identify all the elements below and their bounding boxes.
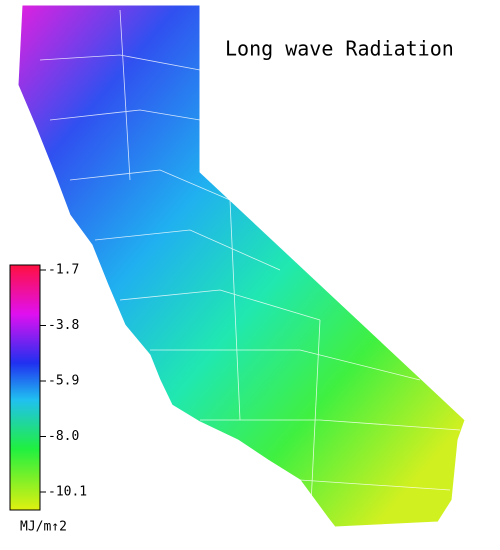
california-map <box>17 4 466 528</box>
colorbar-tick-label: -1.7 <box>48 263 79 278</box>
county-lines <box>39 9 461 526</box>
colorbar-tick-label: -8.0 <box>48 429 79 444</box>
colorbar <box>9 264 41 511</box>
colorbar-tick-label: -3.8 <box>48 318 79 333</box>
colorbar-axis: -1.7 -3.8 -5.9 -8.0 -10.1 <box>40 263 87 500</box>
colorbar-tick-label: -10.1 <box>48 485 87 500</box>
map-title: Long wave Radiation <box>225 37 454 61</box>
colorbar-tick-label: -5.9 <box>48 374 79 389</box>
colorbar-unit: MJ/m↑2 <box>20 520 67 535</box>
